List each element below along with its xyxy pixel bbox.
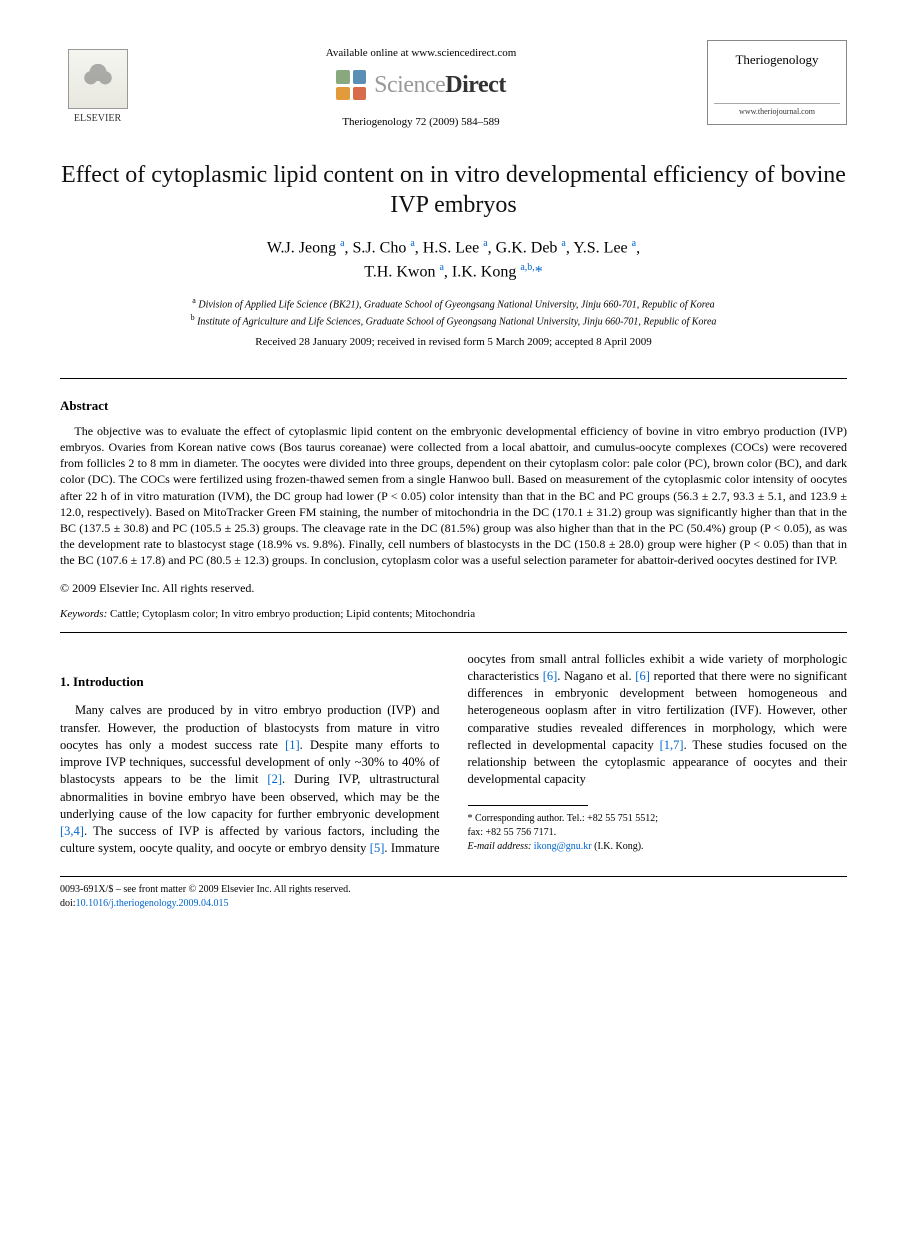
- issn-line: 0093-691X/$ – see front matter © 2009 El…: [60, 883, 847, 897]
- keywords-text: Cattle; Cytoplasm color; In vitro embryo…: [107, 608, 475, 620]
- fax-line: fax: +82 55 756 7171.: [468, 826, 848, 840]
- keywords-line: Keywords: Cattle; Cytoplasm color; In vi…: [60, 607, 847, 622]
- footnote-separator: [468, 805, 588, 806]
- corr-author-line: * Corresponding author. Tel.: +82 55 751…: [468, 812, 848, 826]
- abstract-body: The objective was to evaluate the effect…: [60, 423, 847, 569]
- article-header: ELSEVIER Available online at www.science…: [60, 40, 847, 130]
- email-who: (I.K. Kong).: [594, 841, 643, 852]
- author-list: W.J. Jeong a, S.J. Cho a, H.S. Lee a, G.…: [60, 236, 847, 285]
- sciencedirect-icon: [336, 70, 366, 100]
- abstract-text: The objective was to evaluate the effect…: [60, 424, 847, 568]
- body-columns: 1. Introduction Many calves are produced…: [60, 651, 847, 858]
- abstract-copyright: © 2009 Elsevier Inc. All rights reserved…: [60, 580, 847, 596]
- section-1-heading: 1. Introduction: [60, 673, 440, 691]
- keywords-label: Keywords:: [60, 608, 107, 620]
- divider-top: [60, 378, 847, 379]
- article-dates: Received 28 January 2009; received in re…: [60, 335, 847, 350]
- doi-label: doi:: [60, 898, 76, 909]
- journal-divider: [714, 103, 840, 104]
- affiliations: a Division of Applied Life Science (BK21…: [60, 295, 847, 330]
- journal-name: Theriogenology: [714, 51, 840, 69]
- center-header: Available online at www.sciencedirect.co…: [135, 40, 707, 130]
- email-line: E-mail address: ikong@gnu.kr (I.K. Kong)…: [468, 840, 848, 854]
- publisher-logo: ELSEVIER: [60, 40, 135, 125]
- divider-bottom: [60, 632, 847, 633]
- doi-value[interactable]: 10.1016/j.theriogenology.2009.04.015: [76, 898, 229, 909]
- email-address[interactable]: ikong@gnu.kr: [534, 841, 592, 852]
- journal-cover-box: Theriogenology www.theriojournal.com: [707, 40, 847, 125]
- citation-line: Theriogenology 72 (2009) 584–589: [135, 115, 707, 130]
- footer-divider: [60, 876, 847, 877]
- email-label: E-mail address:: [468, 841, 532, 852]
- doi-line: doi:10.1016/j.theriogenology.2009.04.015: [60, 897, 847, 911]
- available-online-text: Available online at www.sciencedirect.co…: [135, 46, 707, 61]
- article-title: Effect of cytoplasmic lipid content on i…: [60, 160, 847, 220]
- sciencedirect-wordmark: ScienceDirect: [374, 69, 506, 101]
- article-footer: 0093-691X/$ – see front matter © 2009 El…: [60, 883, 847, 911]
- corresponding-author-footnote: * Corresponding author. Tel.: +82 55 751…: [468, 812, 848, 854]
- journal-url: www.theriojournal.com: [714, 107, 840, 118]
- publisher-name: ELSEVIER: [74, 112, 121, 126]
- abstract-heading: Abstract: [60, 397, 847, 415]
- elsevier-tree-icon: [68, 49, 128, 109]
- sciencedirect-logo: ScienceDirect: [135, 69, 707, 101]
